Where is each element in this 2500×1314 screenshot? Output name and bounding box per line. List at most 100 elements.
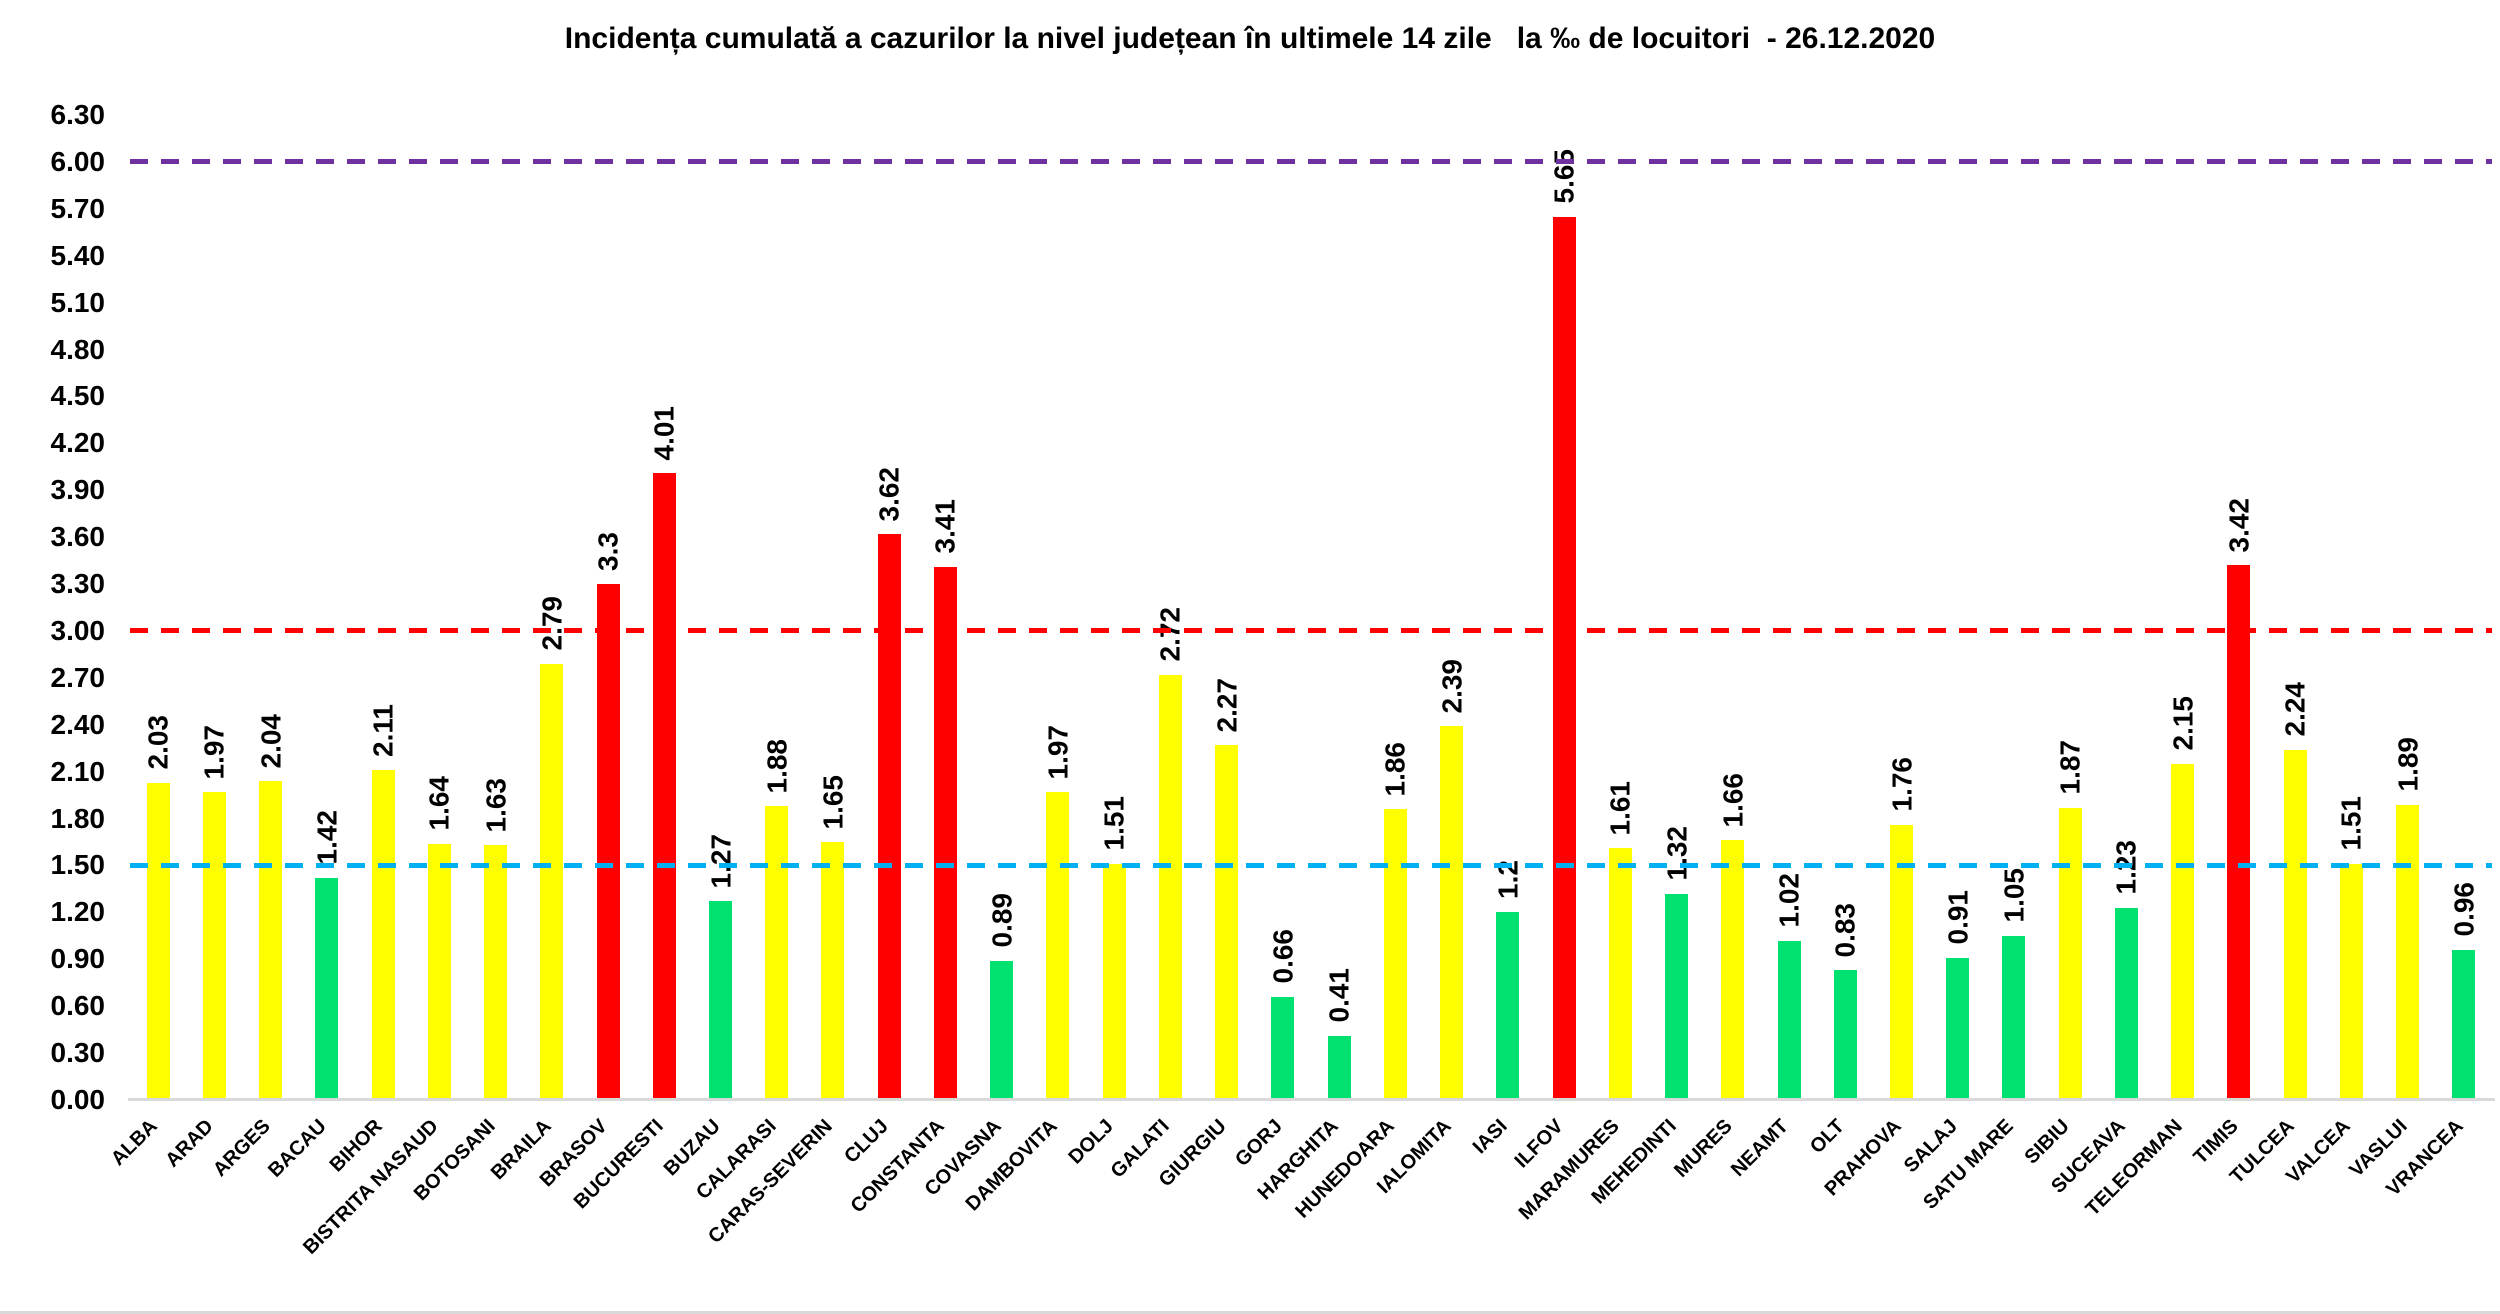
- bar-dolj: [1102, 863, 1126, 1100]
- bar-galati: [1158, 674, 1182, 1100]
- bar-ilfov: [1552, 216, 1576, 1100]
- bar-suceava: [2114, 907, 2138, 1100]
- bar-sibiu: [2058, 807, 2082, 1100]
- bar-value-label: 2.27: [1211, 677, 1243, 733]
- bar-caras-severin: [821, 842, 845, 1100]
- bar-value-label: 1.51: [1098, 796, 1130, 851]
- y-tick-label: 1.20: [50, 896, 106, 928]
- bar-value-label: 1.63: [480, 777, 512, 833]
- bar-valcea: [2339, 863, 2363, 1100]
- bar-gorj: [1271, 996, 1295, 1100]
- bar-value-label: 1.89: [2392, 737, 2424, 792]
- ref-line-1.5: [130, 862, 2492, 868]
- bar-value-label: 1.86: [1379, 741, 1411, 797]
- bar-vrancea: [2452, 949, 2476, 1100]
- bar-value-label: 2.11: [367, 704, 399, 758]
- bar-mures: [1721, 840, 1745, 1100]
- bar-calarasi: [765, 806, 789, 1100]
- bar-botosani: [484, 845, 508, 1100]
- y-tick-label: 2.10: [50, 755, 106, 787]
- bar-value-label: 1.66: [1717, 772, 1749, 828]
- bar-maramures: [1608, 848, 1632, 1100]
- bar-buzau: [709, 901, 732, 1100]
- bar-value-label: 3.62: [873, 466, 905, 522]
- bar-value-label: 3.3: [592, 532, 624, 572]
- y-tick-label: 2.70: [50, 661, 106, 693]
- bar-vaslui: [2396, 804, 2420, 1100]
- bar-value-label: 1.97: [1042, 724, 1074, 780]
- bar-value-label: 1.61: [1604, 780, 1636, 836]
- y-tick-label: 5.10: [50, 286, 106, 318]
- y-tick-label: 3.30: [50, 568, 106, 600]
- bar-value-label: 2.72: [1154, 607, 1186, 662]
- bar-giurgiu: [1215, 745, 1239, 1100]
- bar-bucuresti: [652, 473, 676, 1100]
- bar-value-label: 4.01: [648, 405, 680, 461]
- bar-value-label: 1.02: [1773, 873, 1805, 928]
- bar-dambovita: [1046, 791, 1070, 1100]
- bar-value-label: 2.39: [1436, 658, 1468, 714]
- bar-cluj: [877, 534, 901, 1100]
- y-tick-label: 1.50: [50, 849, 106, 881]
- y-tick-label: 5.40: [50, 239, 106, 271]
- bar-value-label: 1.97: [198, 724, 230, 780]
- ref-line-6: [130, 159, 2492, 165]
- bar-bistrita-nasaud: [427, 843, 451, 1100]
- bar-value-label: 2.24: [2279, 682, 2311, 737]
- bar-covasna: [990, 960, 1014, 1100]
- bar-value-label: 0.83: [1829, 902, 1861, 958]
- y-tick-label: 3.90: [50, 474, 106, 506]
- bar-iasi: [1496, 912, 1520, 1100]
- bar-value-label: 1.64: [423, 776, 455, 831]
- bar-braila: [540, 663, 564, 1100]
- bar-value-label: 2.03: [142, 715, 174, 770]
- bar-ialomita: [1440, 726, 1464, 1100]
- bar-value-label: 2.04: [255, 713, 287, 769]
- bar-salaj: [1946, 957, 1970, 1100]
- bar-teleorman: [2171, 763, 2195, 1100]
- bar-value-label: 0.96: [2448, 882, 2480, 937]
- y-tick-label: 0.90: [50, 943, 106, 975]
- y-tick-label: 1.80: [50, 802, 106, 834]
- bar-timis: [2227, 565, 2251, 1100]
- bar-value-label: 1.42: [311, 810, 343, 865]
- bar-satu-mare: [2002, 935, 2026, 1100]
- x-axis-line: [128, 1098, 2495, 1101]
- bar-value-label: 5.65: [1548, 149, 1580, 204]
- bar-value-label: 0.66: [1267, 929, 1299, 984]
- bar-mehedinti: [1665, 893, 1689, 1100]
- bar-value-label: 1.88: [761, 738, 793, 794]
- bar-bihor: [371, 770, 395, 1100]
- bar-value-label: 1.87: [2054, 740, 2086, 795]
- bar-prahova: [1890, 824, 1913, 1100]
- bar-value-label: 1.51: [2335, 796, 2367, 851]
- bar-neamt: [1777, 940, 1801, 1100]
- bar-olt: [1833, 970, 1857, 1100]
- bar-value-label: 1.27: [705, 833, 736, 889]
- y-tick-label: 6.00: [50, 145, 106, 177]
- bar-tulcea: [2283, 749, 2307, 1100]
- bar-value-label: 1.32: [1661, 826, 1693, 881]
- bar-bacau: [315, 877, 339, 1100]
- bar-value-label: 1.65: [817, 774, 849, 830]
- y-tick-label: 0.60: [50, 990, 106, 1022]
- chart-title: Incidența cumulată a cazurilor la nivel …: [564, 22, 1936, 55]
- y-tick-label: 5.70: [50, 192, 106, 224]
- bar-constanta: [933, 566, 957, 1100]
- bar-value-label: 1.76: [1886, 757, 1917, 812]
- bar-value-label: 0.91: [1942, 890, 1974, 945]
- bar-value-label: 0.41: [1323, 968, 1355, 1023]
- bar-value-label: 2.79: [536, 596, 568, 651]
- bar-alba: [146, 782, 170, 1100]
- ref-line-3: [130, 628, 2492, 634]
- bar-value-label: 2.15: [2167, 696, 2199, 751]
- bar-value-label: 3.42: [2223, 497, 2255, 553]
- y-tick-label: 0.30: [50, 1037, 106, 1069]
- bar-value-label: 0.89: [986, 893, 1018, 948]
- bar-hunedoara: [1383, 809, 1407, 1100]
- y-tick-label: 4.80: [50, 333, 106, 365]
- y-tick-label: 3.60: [50, 521, 106, 553]
- y-tick-label: 2.40: [50, 708, 106, 740]
- y-tick-label: 4.20: [50, 427, 106, 459]
